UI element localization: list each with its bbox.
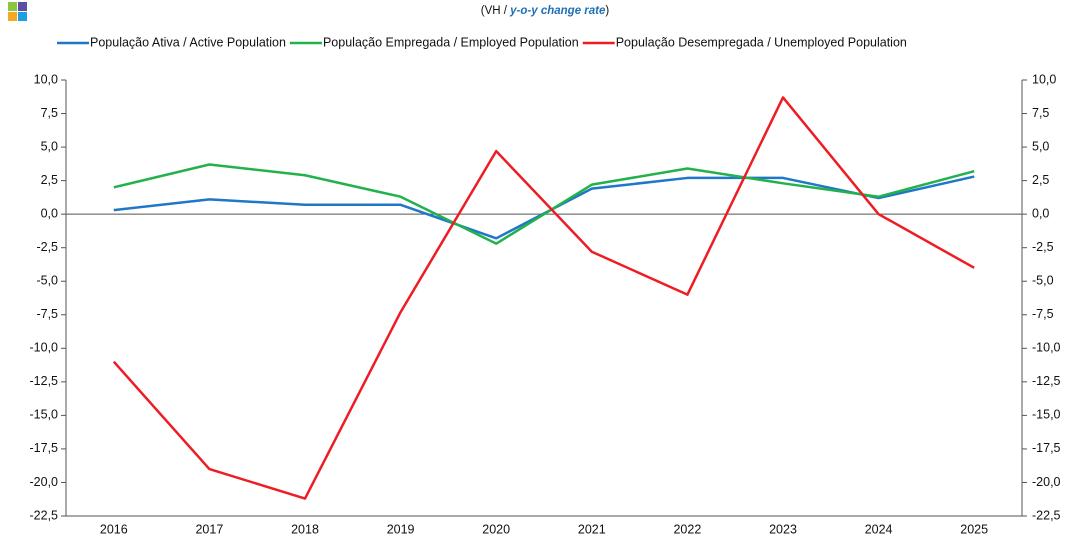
x-tick-label: 2020 [482,522,510,536]
subtitle-emphasis: y-o-y change rate [509,5,606,17]
y-tick-label: -20,0 [30,475,59,489]
series-line [113,175,975,240]
logo [8,2,27,21]
x-tick-label: 2022 [673,522,701,536]
y2-tick-label: -10,0 [1032,341,1061,355]
y2-tick-label: -12,5 [1032,374,1061,388]
series-line [112,96,975,500]
x-tick-label: 2023 [769,522,797,536]
y2-tick-label: -22,5 [1032,508,1061,522]
y2-tick-label: 5,0 [1032,139,1049,153]
y-tick-label: 2,5 [41,173,58,187]
y-tick-label: -22,5 [30,508,59,522]
y-tick-label: 5,0 [41,139,58,153]
y2-tick-label: -2,5 [1032,240,1054,254]
x-tick-label: 2025 [960,522,988,536]
y2-tick-label: 10,0 [1032,72,1056,86]
x-tick-label: 2016 [100,522,128,536]
x-tick-label: 2017 [195,522,223,536]
y-tick-label: -12,5 [30,374,59,388]
y-tick-label: -5,0 [36,274,58,288]
y2-tick-label: 7,5 [1032,106,1049,120]
y-tick-label: -7,5 [36,307,58,321]
x-tick-label: 2021 [578,522,606,536]
y2-tick-label: -7,5 [1032,307,1054,321]
legend-label: População Empregada / Employed Populatio… [323,35,579,49]
y-tick-label: 7,5 [41,106,58,120]
y-tick-label: -2,5 [36,240,58,254]
legend-label: População Desempregada / Unemployed Popu… [616,35,907,49]
series-line [113,163,975,245]
y-tick-label: -15,0 [30,408,59,422]
x-tick-label: 2024 [865,522,893,536]
y-tick-label: -10,0 [30,341,59,355]
x-tick-label: 2019 [387,522,415,536]
y2-tick-label: -15,0 [1032,408,1061,422]
y-tick-label: -17,5 [30,441,59,455]
y2-tick-label: 2,5 [1032,173,1049,187]
x-tick-label: 2018 [291,522,319,536]
subtitle-end: ) [605,5,609,17]
y2-tick-label: 0,0 [1032,206,1049,220]
legend-label: População Ativa / Active Population [90,35,286,49]
subtitle-text: (VH / [481,5,510,17]
y2-tick-label: -20,0 [1032,475,1061,489]
y-tick-label: 0,0 [41,206,58,220]
y2-tick-label: -5,0 [1032,274,1054,288]
subtitle: (VH / y-o-y change rate) [481,5,610,17]
y-tick-label: 10,0 [34,72,58,86]
y2-tick-label: -17,5 [1032,441,1061,455]
